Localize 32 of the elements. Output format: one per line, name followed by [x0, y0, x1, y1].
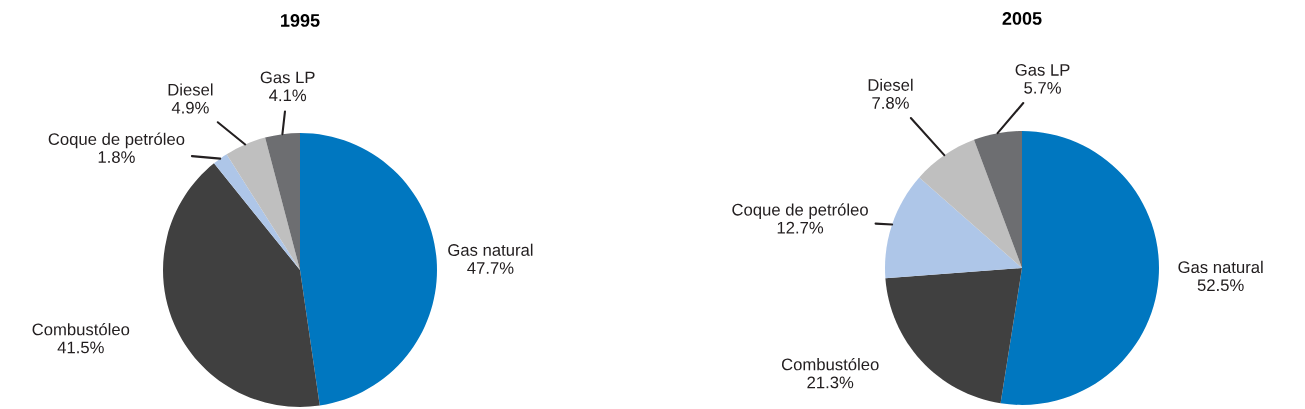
data-label: 4.1% [269, 89, 307, 102]
pie-slice [885, 268, 1022, 404]
chart-title: 2005 [1002, 12, 1042, 25]
data-label: 21.3% [807, 376, 854, 389]
slice-label: Coque de petróleo [48, 132, 185, 149]
pie-slice [973, 131, 1022, 268]
data-label: 1.8% [98, 151, 135, 163]
pie-slice [300, 133, 437, 406]
slice-label: Diesel [868, 78, 913, 91]
slice-label: Gas LP [1015, 64, 1070, 76]
pie-slice [265, 133, 300, 270]
pie-slice [919, 139, 1022, 268]
data-label: 12.7% [777, 221, 824, 234]
pie-slice [214, 154, 300, 270]
pie-slice [226, 137, 300, 270]
data-label: 52.5% [1197, 279, 1244, 292]
data-label: 47.7% [467, 262, 514, 274]
slice-label: Gas natural [1178, 260, 1263, 274]
data-label: 7.8% [872, 97, 909, 109]
pie-slice [1000, 131, 1159, 405]
slice-label: Gas LP [260, 71, 315, 84]
data-label: 5.7% [1024, 82, 1061, 94]
data-label: 4.9% [171, 101, 209, 114]
pie-slice [163, 163, 320, 407]
slice-label: Combustóleo [781, 357, 879, 371]
data-label: 41.5% [57, 341, 104, 354]
slice-label: Diesel [168, 83, 213, 96]
slice-label: Combustóleo [32, 322, 130, 336]
pie-slice [885, 177, 1022, 279]
slice-label: Gas natural [448, 243, 533, 256]
slice-label: Coque de petróleo [732, 203, 868, 219]
chart-title: 1995 [281, 14, 320, 27]
